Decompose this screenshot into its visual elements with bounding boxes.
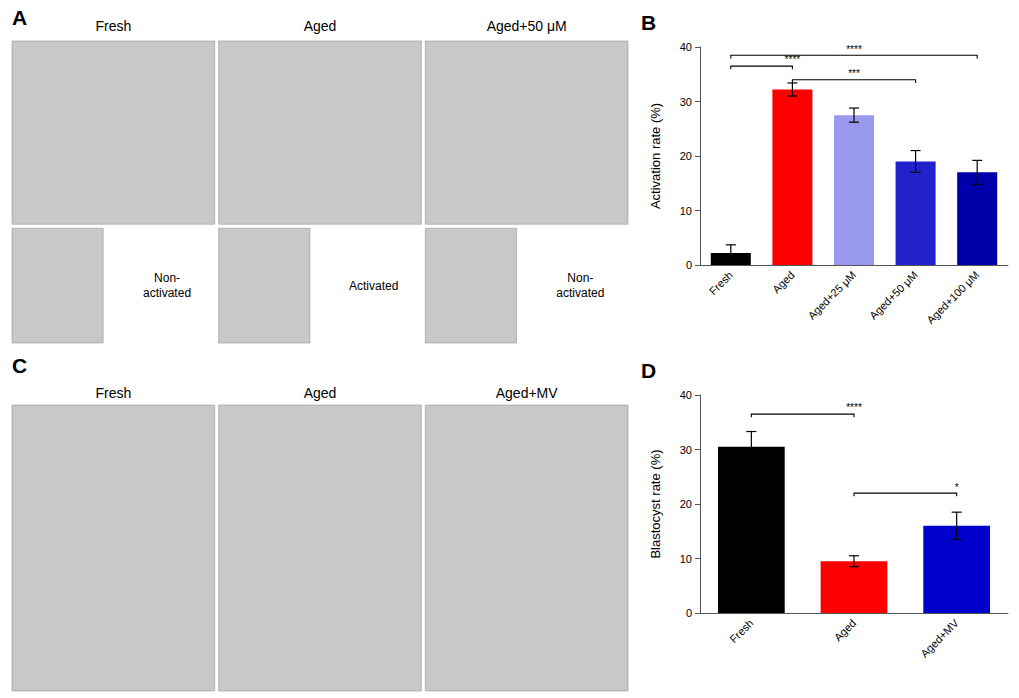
svg-text:Fresh: Fresh bbox=[95, 385, 131, 401]
svg-text:Aged: Aged bbox=[832, 617, 859, 644]
svg-text:activated: activated bbox=[143, 286, 191, 300]
svg-text:Aged+MV: Aged+MV bbox=[496, 385, 559, 401]
svg-text:A: A bbox=[12, 6, 27, 29]
svg-text:Aged: Aged bbox=[304, 385, 337, 401]
svg-text:Blastocyst rate (%): Blastocyst rate (%) bbox=[648, 449, 663, 558]
svg-text:20: 20 bbox=[680, 150, 692, 162]
svg-text:30: 30 bbox=[680, 96, 692, 108]
svg-text:***: *** bbox=[848, 68, 860, 79]
svg-text:10: 10 bbox=[680, 553, 692, 565]
svg-text:Non-: Non- bbox=[154, 271, 180, 285]
svg-text:D: D bbox=[641, 359, 656, 382]
svg-text:B: B bbox=[641, 11, 656, 34]
svg-text:****: **** bbox=[785, 54, 801, 65]
svg-text:activated: activated bbox=[556, 286, 604, 300]
svg-text:Aged+50 μM: Aged+50 μM bbox=[487, 18, 567, 34]
svg-text:Fresh: Fresh bbox=[95, 18, 131, 34]
svg-text:0: 0 bbox=[686, 607, 692, 619]
svg-text:Aged+MV: Aged+MV bbox=[918, 616, 961, 659]
svg-text:30: 30 bbox=[680, 444, 692, 456]
svg-text:20: 20 bbox=[680, 498, 692, 510]
svg-text:Activation rate (%): Activation rate (%) bbox=[648, 103, 663, 209]
svg-text:*: * bbox=[955, 482, 959, 493]
svg-text:Aged+25 μM: Aged+25 μM bbox=[805, 269, 858, 322]
svg-text:Fresh: Fresh bbox=[727, 617, 755, 645]
svg-text:Aged+100 μM: Aged+100 μM bbox=[924, 269, 981, 326]
svg-text:40: 40 bbox=[680, 389, 692, 401]
svg-text:Aged: Aged bbox=[770, 269, 797, 296]
svg-text:0: 0 bbox=[686, 259, 692, 271]
svg-text:****: **** bbox=[846, 402, 862, 413]
svg-text:Aged: Aged bbox=[304, 18, 337, 34]
svg-text:10: 10 bbox=[680, 205, 692, 217]
svg-text:C: C bbox=[12, 354, 27, 377]
svg-text:40: 40 bbox=[680, 41, 692, 53]
svg-text:Non-: Non- bbox=[567, 271, 593, 285]
svg-text:Fresh: Fresh bbox=[707, 269, 735, 297]
svg-text:Aged+50 μM: Aged+50 μM bbox=[867, 269, 920, 322]
svg-text:Activated: Activated bbox=[349, 279, 398, 293]
svg-text:****: **** bbox=[846, 44, 862, 55]
